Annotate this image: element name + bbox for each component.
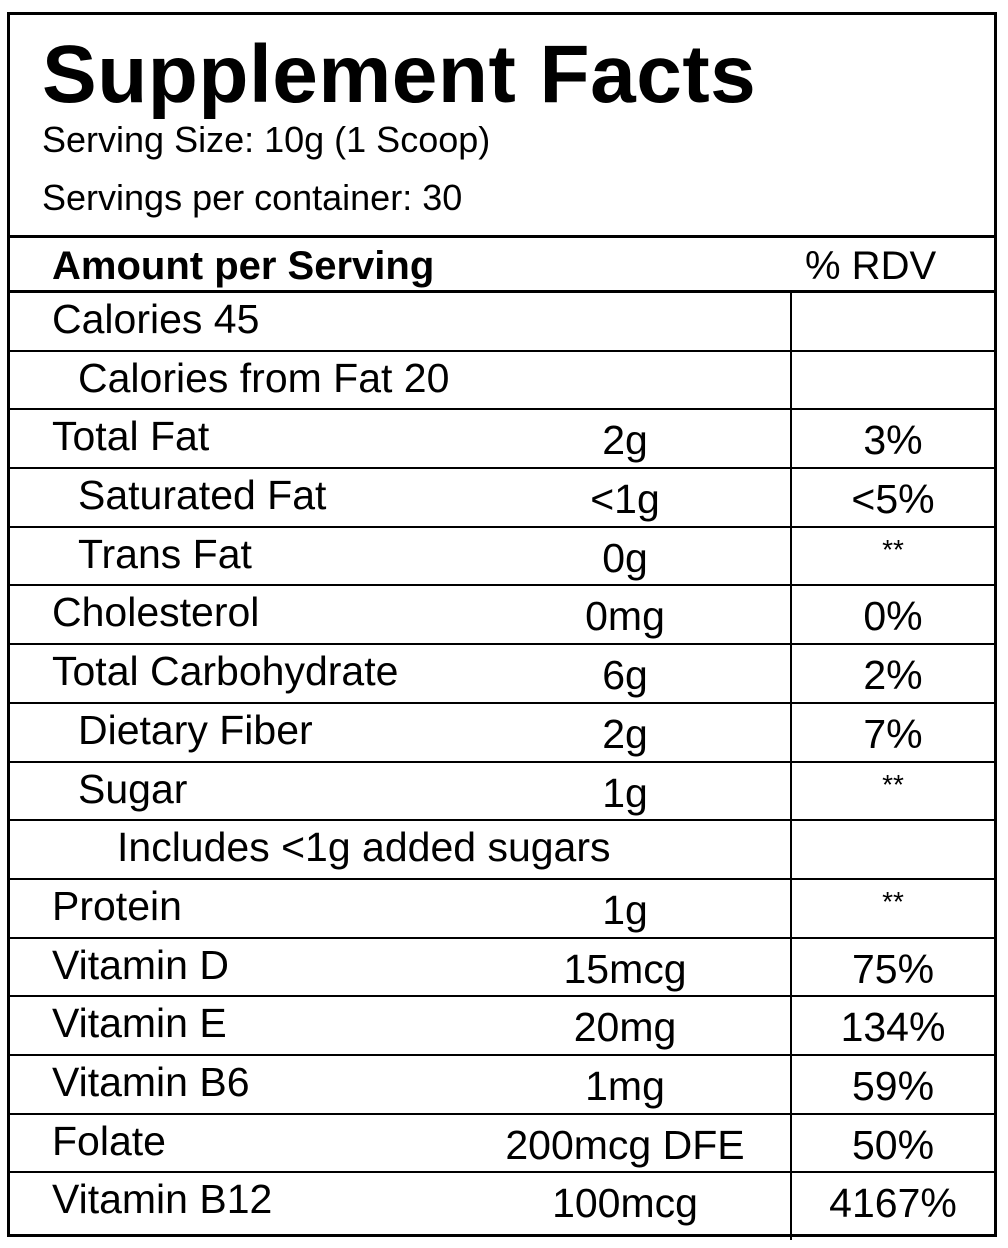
supplement-facts-label: Supplement Facts Serving Size: 10g (1 Sc…: [7, 12, 997, 1241]
rdv-cell: 7%: [790, 703, 994, 761]
nutrient-name: Dietary Fiber: [78, 706, 313, 753]
rdv-cell: **: [790, 762, 994, 820]
nutrient-rdv: 3%: [863, 417, 923, 464]
nutrient-name: Saturated Fat: [78, 472, 327, 519]
table-row: Vitamin D 15mcg 75%: [10, 938, 994, 998]
nutrient-rdv: 50%: [851, 1121, 935, 1168]
nutrient-name: Calories from Fat 20: [78, 354, 450, 401]
rdv-cell: <5%: [790, 469, 994, 526]
nutrient-amount: 1g: [602, 769, 648, 816]
table-row: Saturated Fat <1g <5%: [10, 469, 994, 528]
serving-size: Serving Size: 10g (1 Scoop): [42, 119, 491, 160]
nutrient-amount: 100mcg: [552, 1180, 698, 1227]
nutrient-amount: 2g: [602, 417, 648, 464]
table-row: Protein 1g **: [10, 879, 994, 939]
nutrient-rdv: 0%: [863, 593, 923, 640]
nutrient-name: Sugar: [78, 765, 188, 812]
rdv-cell: [790, 293, 994, 350]
rdv-heading: % RDV: [805, 244, 937, 288]
rdv-cell: **: [790, 879, 994, 937]
table-row: Calories 45: [10, 293, 994, 352]
table-row: Vitamin B6 1mg 59%: [10, 1055, 994, 1115]
nutrient-name: Protein: [52, 882, 182, 929]
nutrient-rdv: 2%: [863, 652, 923, 699]
nutrient-rdv: **: [882, 768, 904, 800]
nutrient-rdv: 7%: [863, 710, 923, 757]
amount-per-serving-heading: Amount per Serving: [52, 244, 435, 288]
nutrient-name: Total Carbohydrate: [52, 648, 399, 695]
nutrient-amount: 1mg: [585, 1062, 665, 1109]
rdv-cell: **: [790, 527, 994, 585]
nutrient-name: Calories 45: [52, 296, 260, 342]
nutrient-name: Vitamin D: [52, 941, 229, 988]
table-row: Dietary Fiber 2g 7%: [10, 703, 994, 763]
rdv-cell: 134%: [790, 997, 994, 1054]
nutrient-rdv: 75%: [851, 945, 935, 992]
nutrient-amount: 20mg: [573, 1004, 677, 1051]
nutrient-rdv: <5%: [851, 476, 935, 523]
nutrient-rdv: 59%: [851, 1062, 935, 1109]
nutrient-name: Folate: [52, 1117, 166, 1164]
nutrient-name: Vitamin B6: [52, 1058, 250, 1105]
rdv-cell: [790, 351, 994, 409]
table-row: Total Fat 2g 3%: [10, 410, 994, 470]
rdv-cell: 2%: [790, 645, 994, 702]
table-header: Amount per Serving % RDV: [10, 235, 994, 293]
table-row: Vitamin E 20mg 134%: [10, 997, 994, 1056]
nutrient-amount: 15mcg: [563, 945, 687, 992]
nutrient-rdv: 4167%: [829, 1180, 957, 1227]
rdv-cell: 50%: [790, 1114, 994, 1172]
rdv-cell: 4167%: [790, 1173, 994, 1241]
nutrient-name: Trans Fat: [78, 530, 252, 577]
table-row: Calories from Fat 20: [10, 351, 994, 411]
table-row: Total Carbohydrate 6g 2%: [10, 645, 994, 704]
rdv-cell: 75%: [790, 938, 994, 996]
table-row: Vitamin B12 100mcg 4167%: [10, 1173, 994, 1241]
table-row: Folate 200mcg DFE 50%: [10, 1114, 994, 1174]
rdv-cell: 0%: [790, 586, 994, 644]
table-row: Trans Fat 0g **: [10, 527, 994, 587]
nutrient-amount: 0g: [602, 534, 648, 581]
table-row: Cholesterol 0mg 0%: [10, 586, 994, 646]
nutrient-amount: 1g: [602, 886, 648, 933]
nutrient-table: Calories 45 Calories from Fat 20 Total Fat…: [10, 293, 994, 1241]
servings-per-container: Servings per container: 30: [42, 177, 463, 218]
rdv-cell: [790, 821, 994, 878]
nutrient-rdv: 134%: [840, 1004, 946, 1051]
nutrient-name: Vitamin B12: [52, 1176, 273, 1223]
nutrient-name: Vitamin E: [52, 1000, 227, 1047]
nutrient-name: Includes <1g added sugars: [117, 824, 611, 871]
nutrient-name: Cholesterol: [52, 589, 260, 636]
label-title: Supplement Facts: [42, 29, 757, 120]
rdv-cell: 59%: [790, 1055, 994, 1113]
table-row: Sugar 1g **: [10, 762, 994, 822]
nutrient-amount: 2g: [602, 710, 648, 757]
nutrient-name: Total Fat: [52, 413, 210, 460]
nutrient-amount: 200mcg DFE: [505, 1121, 745, 1168]
nutrient-amount: <1g: [590, 476, 660, 523]
nutrient-rdv: **: [882, 533, 904, 565]
nutrient-amount: 0mg: [585, 593, 665, 640]
nutrient-amount: 6g: [602, 652, 648, 699]
nutrient-rdv: **: [882, 885, 904, 917]
table-row: Includes <1g added sugars: [10, 821, 994, 880]
rdv-cell: 3%: [790, 410, 994, 468]
